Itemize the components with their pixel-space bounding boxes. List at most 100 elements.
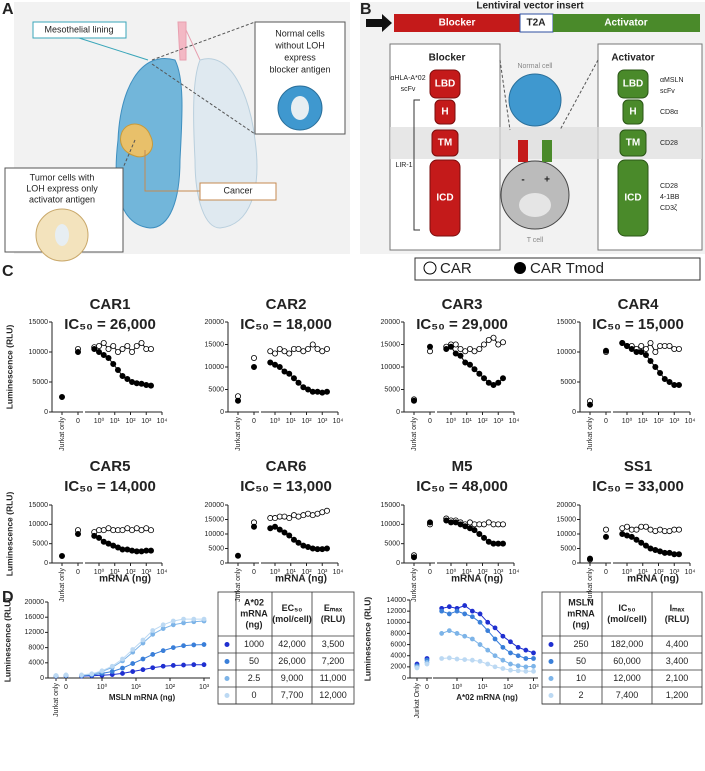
- chart-subtitle: IC₅₀ = 33,000: [592, 478, 684, 495]
- annotation: CD28: [660, 140, 678, 147]
- table-cell: 50: [576, 656, 586, 666]
- data-point: [272, 523, 279, 530]
- y-tick-label: 12000: [387, 608, 407, 615]
- x-tick-label: Jurkat Only: [414, 683, 421, 719]
- data-point: [295, 539, 302, 546]
- panel-label: B: [360, 1, 372, 18]
- activator-h: [622, 99, 644, 125]
- data-point: [286, 532, 293, 539]
- data-point: [295, 513, 302, 520]
- data-point: [477, 658, 483, 664]
- data-point: [100, 351, 107, 358]
- data-point: [119, 372, 126, 379]
- table-cell: 60,000: [613, 656, 641, 666]
- annotation: T cell: [527, 237, 544, 244]
- data-point: [490, 381, 497, 388]
- x-tick-label: 10¹: [638, 569, 649, 576]
- x-tick-label: 0: [76, 569, 80, 576]
- x-tick-label: 10⁴: [685, 569, 696, 576]
- table-cell: 182,000: [611, 639, 644, 649]
- gene-label: T2A: [527, 18, 546, 29]
- data-point: [657, 369, 664, 376]
- data-point: [469, 636, 475, 642]
- data-point: [508, 667, 513, 673]
- data-point: [443, 345, 450, 352]
- data-point: [191, 662, 197, 668]
- connector: [151, 63, 256, 135]
- x-tick-label: 10¹: [638, 418, 649, 425]
- data-point: [661, 375, 668, 382]
- annotation: αMSLN: [660, 77, 684, 84]
- y-tick-label: 10000: [381, 364, 401, 371]
- data-point: [89, 671, 95, 677]
- data-point: [276, 345, 283, 352]
- annotation: CD28: [660, 183, 678, 190]
- data-point: [642, 345, 649, 352]
- domain-label: TM: [438, 138, 452, 149]
- data-point: [457, 345, 464, 352]
- annotation: activator antigen: [29, 194, 95, 204]
- data-point: [109, 663, 115, 669]
- data-point: [642, 542, 649, 549]
- table-cell: 4,400: [666, 639, 689, 649]
- y-tick-label: 0: [572, 409, 576, 416]
- nucleus: [519, 193, 551, 217]
- blocker-h: [434, 99, 456, 125]
- y-tick-label: 0: [402, 675, 406, 682]
- data-point: [481, 375, 488, 382]
- data-point: [109, 669, 115, 674]
- data-point: [129, 547, 136, 554]
- data-point: [492, 653, 498, 659]
- data-point: [499, 339, 506, 346]
- x-tick-label: Jurkat only: [235, 417, 242, 451]
- chart-subtitle: IC₅₀ = 48,000: [416, 478, 508, 495]
- x-tick-label: 10⁴: [509, 569, 520, 576]
- x-tick-label: 10¹: [110, 418, 121, 425]
- x-tick-label: 0: [425, 684, 429, 691]
- blocker-lbd: [429, 69, 461, 99]
- x-tick-label: 10¹: [462, 569, 473, 576]
- normal-cell: [508, 73, 562, 127]
- data-point: [160, 648, 166, 654]
- chart-subtitle: IC₅₀ = 18,000: [240, 316, 332, 333]
- data-point: [462, 603, 468, 608]
- data-point: [647, 545, 654, 552]
- data-point: [323, 345, 330, 352]
- data-point: [250, 363, 257, 370]
- data-point: [160, 663, 166, 669]
- data-point: [276, 526, 283, 533]
- data-point: [53, 673, 59, 678]
- x-tick-label: 10¹: [110, 569, 121, 576]
- data-point: [281, 348, 288, 355]
- data-point: [523, 656, 529, 661]
- trachea: [177, 21, 201, 61]
- x-tick-label: Jurkat only: [587, 417, 594, 451]
- x-tick-label: 10³: [493, 418, 504, 425]
- annotation: Tumor cells with: [30, 172, 95, 182]
- data-point: [75, 531, 82, 538]
- y-tick-label: 15000: [29, 319, 49, 326]
- data-point: [500, 666, 506, 671]
- x-tick-label: 10⁰: [97, 683, 108, 691]
- table-dot: [548, 642, 554, 647]
- data-point: [272, 350, 279, 357]
- x-tick-label: 10¹: [477, 684, 488, 691]
- data-point: [276, 363, 283, 370]
- annotation: express: [284, 52, 316, 62]
- data-point: [138, 339, 145, 346]
- y-tick-label: 16000: [25, 614, 45, 621]
- data-point: [485, 647, 491, 653]
- blocker-gene: [394, 14, 520, 32]
- data-point: [300, 384, 307, 391]
- data-point: [426, 343, 433, 350]
- y-tick-label: 10000: [557, 531, 577, 538]
- data-point: [119, 527, 126, 534]
- data-point: [124, 375, 131, 382]
- table-header: EC₅₀: [282, 603, 303, 613]
- data-point: [150, 628, 156, 633]
- data-point: [523, 668, 529, 674]
- data-point: [508, 639, 513, 645]
- table-cell: 7,200: [322, 656, 345, 666]
- data-point: [471, 527, 478, 534]
